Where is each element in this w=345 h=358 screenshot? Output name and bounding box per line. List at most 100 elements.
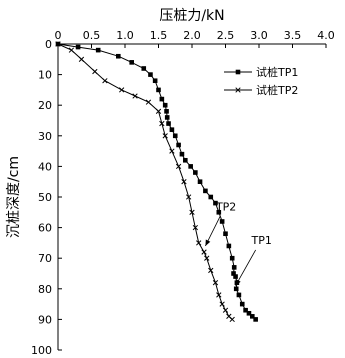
tp2-point [204,255,210,261]
y-tick-label: 100 [31,344,52,357]
tp2-point [175,163,182,170]
tp1-point [213,200,218,206]
tp1-point [226,243,232,249]
tp1-point [236,292,242,298]
tp1-point [216,210,222,215]
tp1-point [188,164,193,169]
x-tick-label: 4.0 [317,29,335,42]
tp2-point [181,179,187,185]
tp1-point [164,115,170,120]
tp1-point [197,179,203,184]
legend: 试桩TP1 试桩TP2 [224,65,298,97]
y-axis-title: 沉桩深度/cm [5,156,22,238]
tp1-point [183,157,188,163]
tp2-point [132,93,138,99]
x-tick-label: 0 [55,29,62,42]
x-tick-label: 2.0 [183,29,201,42]
tp2-point [189,209,195,215]
legend-item: 试桩TP2 [224,83,298,97]
x-tick-label: 3.0 [250,29,268,42]
x-tick-label: 2.5 [217,29,235,42]
tp2-point [222,307,229,313]
legend-label: 试桩TP2 [256,83,298,97]
tp1-point [219,219,225,224]
tp1-point [176,142,181,148]
tp1-point [235,69,241,75]
tp1-point [141,66,147,71]
tp1-point [159,96,165,102]
tp2-point [212,280,219,286]
y-tick-label: 20 [38,99,52,112]
tp1-point [162,102,168,108]
tp1-point [231,265,237,270]
tp2-point [235,87,241,93]
x-axis-title: 压桩力/kN [159,7,224,24]
y-tick-label: 0 [45,38,52,51]
tp1-point [229,255,235,261]
tp1-point [243,307,248,313]
tp2-point [78,56,85,62]
tp1-point [239,301,245,307]
y-tick-label: 80 [38,283,52,296]
tp2-point [162,133,168,139]
legend-item: 试桩TP1 [224,65,298,79]
tp2-point [92,68,98,75]
series-1 [55,41,258,322]
tp1-point [250,314,255,319]
tp2-point [219,301,225,307]
x-tick-label: 1.5 [150,29,168,42]
tp1-point [233,274,238,279]
x-tick-label: 0.5 [83,29,101,42]
y-tick-label: 70 [38,252,52,265]
tp1-point [193,170,198,175]
y-tick-label: 40 [38,160,52,173]
tp1-point [129,60,134,65]
tp2-point [185,194,192,200]
tp1-point [164,109,169,114]
tp2-point [55,41,61,47]
series-group [55,41,258,323]
tp2-point [216,292,222,298]
tp1-point [233,286,239,292]
tp2-point [169,148,175,154]
annotation-label: TP1 [250,234,271,247]
tp2-point [208,267,214,274]
tp2-point [201,249,207,255]
tp2-point [118,87,125,93]
tp2-point [159,120,165,127]
annotation-leader [235,249,256,286]
tp2-point [102,78,108,84]
tp1-point [208,194,214,200]
y-tick-label: 90 [38,313,52,326]
legend-label: 试桩TP1 [256,65,298,79]
tp1-point [172,133,178,139]
tp2-point [192,224,199,231]
tp1-point [169,127,175,132]
annotation-label: TP2 [215,200,236,213]
tp2-point [155,108,162,114]
tp1-point [203,188,208,194]
series-line [57,43,233,320]
tp1-point [95,47,101,53]
tp1-point [152,78,158,84]
tp1-point [246,310,252,316]
x-tick-label: 3.5 [284,29,302,42]
tp1-point [156,87,161,93]
tp1-point [223,231,228,237]
tp2-point [229,316,235,323]
x-tick-label: 1.0 [116,29,134,42]
tp1-point [253,317,258,322]
tp1-point [166,121,171,126]
tp1-point [75,44,81,50]
annotation-arrowhead [205,239,211,246]
tp1-point [148,72,153,77]
tp2-point [68,47,75,53]
y-tick-label: 60 [38,222,52,235]
annotations: TP2 TP1 [205,200,272,286]
y-tick-label: 50 [38,191,52,204]
y-tick-label: 10 [38,69,52,82]
tp2-point [145,99,152,105]
series-2 [55,41,235,323]
annotation-arrowhead [235,279,241,286]
